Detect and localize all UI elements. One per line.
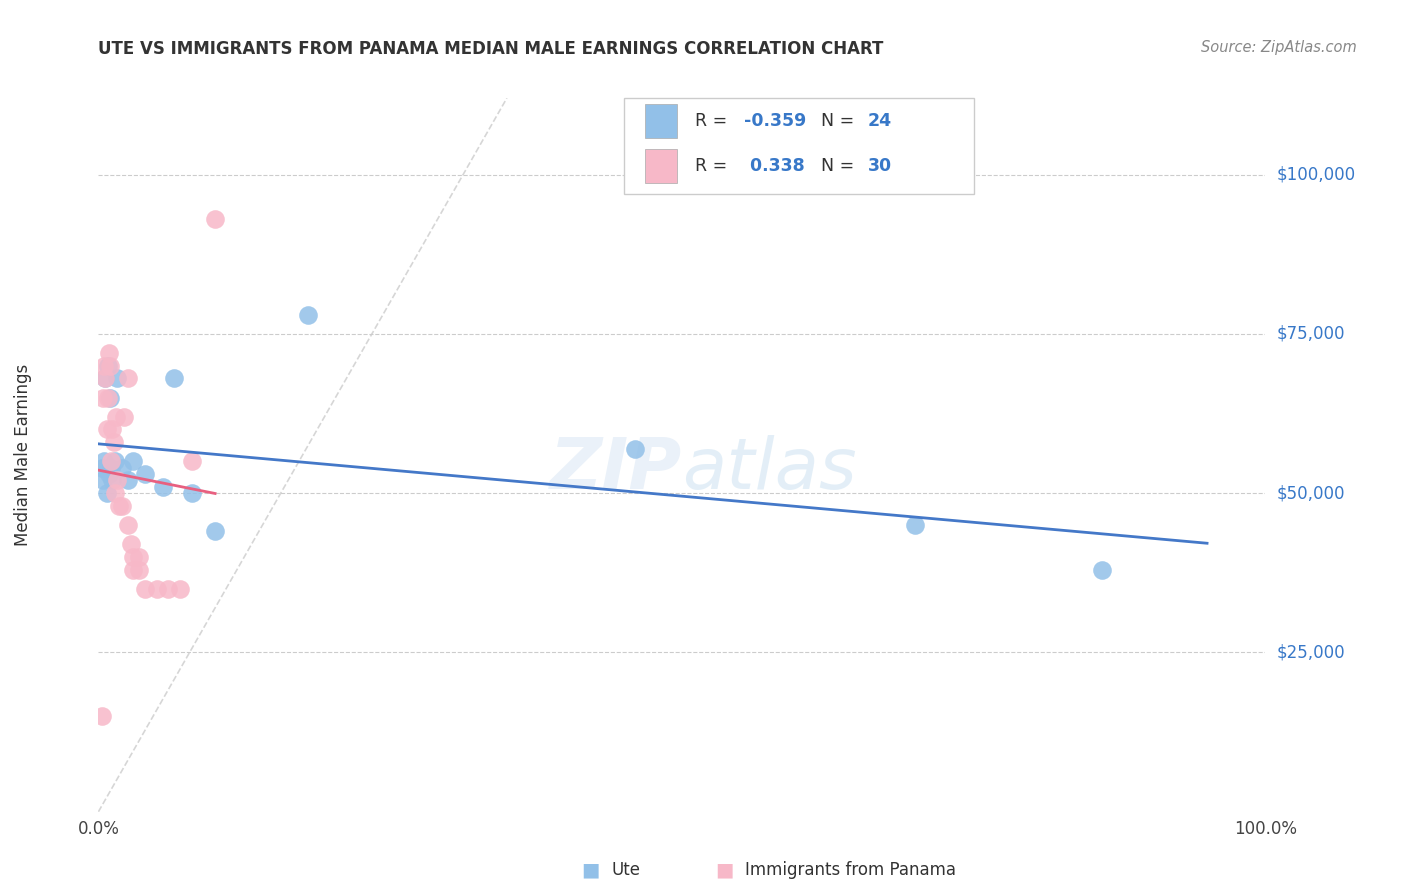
Point: [122, 549, 145, 564]
Point: [100, 454, 122, 468]
Text: Ute: Ute: [612, 861, 641, 879]
Point: [204, 212, 226, 227]
Point: [90, 709, 112, 723]
Point: [101, 474, 124, 488]
Text: 0.338: 0.338: [744, 157, 804, 175]
Point: [117, 371, 139, 385]
Point: [120, 537, 142, 551]
Point: [104, 454, 127, 468]
Point: [91, 474, 114, 488]
Point: [94, 371, 117, 385]
Point: [93, 454, 115, 468]
Point: [97, 467, 120, 481]
Text: Source: ZipAtlas.com: Source: ZipAtlas.com: [1201, 40, 1357, 55]
Point: [169, 582, 191, 596]
Text: ■: ■: [714, 860, 734, 880]
Text: $75,000: $75,000: [1277, 325, 1346, 343]
Point: [98, 391, 121, 405]
Text: Median Male Earnings: Median Male Earnings: [14, 364, 31, 546]
FancyBboxPatch shape: [644, 103, 678, 138]
Point: [134, 467, 156, 481]
Point: [105, 371, 128, 385]
FancyBboxPatch shape: [644, 149, 678, 183]
Text: 30: 30: [868, 157, 891, 175]
Text: $100,000: $100,000: [1277, 166, 1357, 184]
Point: [128, 549, 150, 564]
Text: $50,000: $50,000: [1277, 484, 1346, 502]
Point: [297, 308, 319, 322]
Point: [94, 371, 117, 385]
Point: [97, 346, 120, 360]
Point: [146, 582, 169, 596]
Text: ■: ■: [581, 860, 600, 880]
Point: [122, 454, 145, 468]
Text: R =: R =: [695, 112, 733, 130]
Point: [134, 582, 156, 596]
Point: [93, 359, 115, 373]
Text: $25,000: $25,000: [1277, 643, 1346, 662]
Point: [112, 409, 135, 424]
Point: [111, 460, 134, 475]
Point: [122, 563, 145, 577]
Point: [97, 391, 120, 405]
Point: [108, 499, 131, 513]
Point: [111, 499, 134, 513]
Point: [117, 518, 139, 533]
Text: N =: N =: [821, 157, 859, 175]
Point: [90, 460, 112, 475]
Point: [157, 582, 180, 596]
Point: [117, 474, 139, 488]
Text: atlas: atlas: [682, 434, 856, 504]
Text: UTE VS IMMIGRANTS FROM PANAMA MEDIAN MALE EARNINGS CORRELATION CHART: UTE VS IMMIGRANTS FROM PANAMA MEDIAN MAL…: [98, 40, 884, 58]
Point: [104, 409, 127, 424]
Point: [97, 359, 120, 373]
FancyBboxPatch shape: [623, 98, 973, 194]
Point: [100, 460, 122, 475]
Point: [91, 391, 114, 405]
Text: N =: N =: [821, 112, 859, 130]
Point: [180, 454, 202, 468]
Point: [105, 474, 128, 488]
Text: Immigrants from Panama: Immigrants from Panama: [745, 861, 956, 879]
Point: [103, 435, 125, 450]
Point: [96, 422, 118, 436]
Point: [96, 486, 118, 500]
Text: 24: 24: [868, 112, 891, 130]
Point: [180, 486, 202, 500]
Text: R =: R =: [695, 157, 733, 175]
Point: [163, 371, 186, 385]
Point: [904, 518, 927, 533]
Point: [101, 422, 124, 436]
Point: [98, 359, 121, 373]
Point: [104, 486, 127, 500]
Point: [152, 480, 174, 494]
Text: -0.359: -0.359: [744, 112, 806, 130]
Text: ZIP: ZIP: [550, 434, 682, 504]
Point: [1091, 563, 1114, 577]
Point: [204, 524, 226, 539]
Point: [624, 442, 647, 456]
Point: [128, 563, 150, 577]
